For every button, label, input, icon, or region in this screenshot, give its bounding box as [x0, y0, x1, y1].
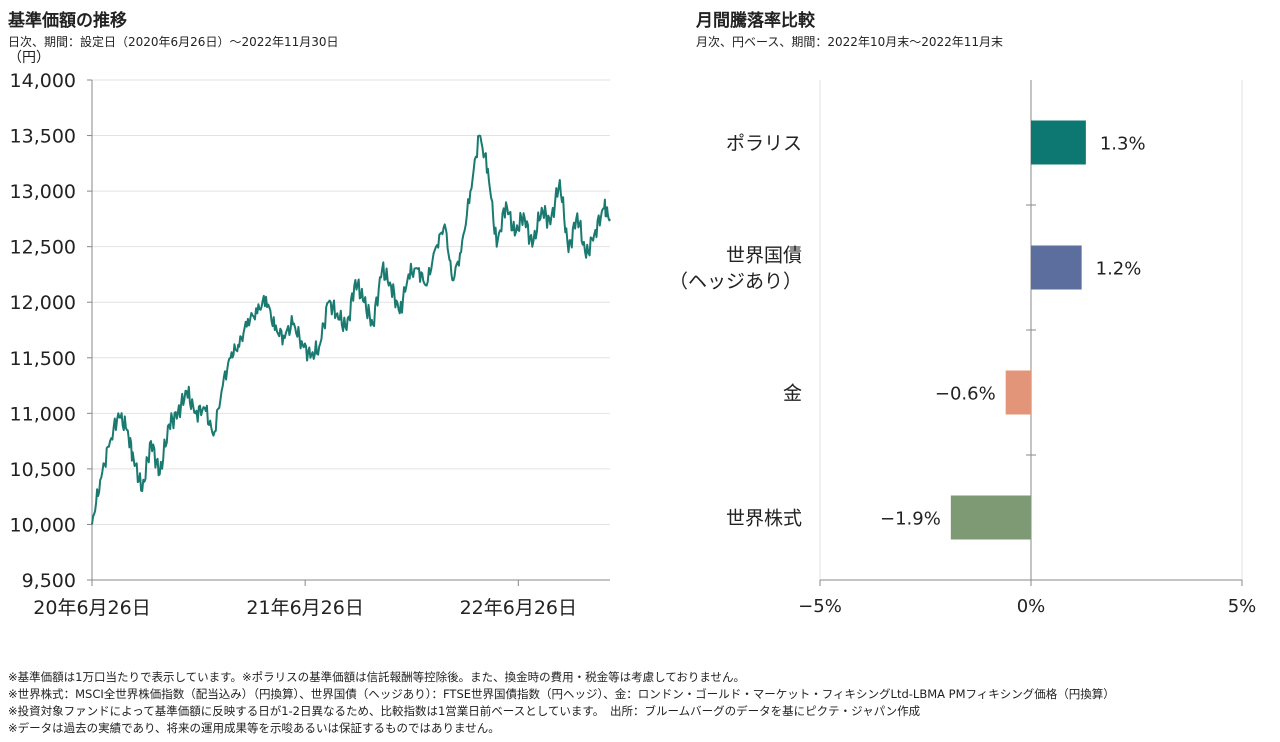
category-label: ポラリス	[726, 133, 802, 155]
right-chart-subtitle: 月次、円ベース、期間：2022年10月末〜2022年11月末	[696, 35, 1004, 49]
bar	[950, 495, 1031, 540]
y-tick-label: 11,500	[10, 348, 76, 370]
bar	[1031, 120, 1086, 165]
nav-line-chart: 9,500 10,000 10,500 11,000 11,500 12,000 12,50…	[10, 70, 611, 619]
left-chart-subtitle: 日次、期間：設定日（2020年6月26日）〜2022年11月30日	[8, 35, 339, 49]
bar	[1005, 370, 1031, 415]
category-label: （ヘッジあり）	[669, 271, 802, 293]
footnote: ※投資対象ファンドによって基準価額に反映する日が1-2日異なるため、比較指数は1…	[8, 704, 921, 718]
footnote: ※世界株式：MSCI全世界株価指数（配当込み）（円換算）、世界国債（ヘッジあり）…	[8, 687, 1115, 701]
category-label: 世界国債	[726, 245, 802, 267]
category-label: 金	[783, 383, 802, 405]
y-tick-label: 13,500	[10, 126, 76, 148]
right-chart-title: 月間騰落率比較	[696, 11, 815, 31]
y-tick-label: 10,000	[10, 514, 76, 536]
y-tick-label: 14,000	[10, 70, 76, 92]
y-tick-label: 13,000	[10, 181, 76, 203]
y-tick-label: 11,000	[10, 403, 76, 425]
monthly-return-bar-chart: −5% 0% 5% 1.3% ポラリス 1.2% 世界国債 （ヘッジあり） −0.6% 金 −1.9…	[669, 80, 1257, 617]
category-label: 世界株式	[726, 508, 802, 530]
bar-value-label: −1.9%	[880, 509, 941, 530]
y-tick-label: 10,500	[10, 459, 76, 481]
x-tick-label: −5%	[798, 596, 842, 617]
bar-value-label: −0.6%	[935, 384, 996, 405]
y-tick-label: 12,500	[10, 237, 76, 259]
bar	[1031, 245, 1082, 290]
x-tick-label: 20年6月26日	[33, 597, 150, 619]
footnote: ※基準価額は1万口当たりで表示しています。※ポラリスの基準価額は信託報酬等控除後…	[8, 670, 746, 684]
x-tick-label: 22年6月26日	[460, 597, 577, 619]
y-tick-label: 12,000	[10, 292, 76, 314]
footnote: ※データは過去の実績であり、将来の運用成果等を示唆あるいは保証するものではありま…	[8, 721, 500, 735]
left-chart-unit: （円）	[8, 50, 50, 66]
x-tick-label: 21年6月26日	[246, 597, 363, 619]
nav-series-line	[91, 134, 611, 525]
x-tick-label: 5%	[1228, 596, 1257, 617]
left-chart-title: 基準価額の推移	[8, 11, 127, 31]
bar-value-label: 1.2%	[1096, 259, 1142, 280]
footnotes: ※基準価額は1万口当たりで表示しています。※ポラリスの基準価額は信託報酬等控除後…	[8, 669, 1115, 737]
y-tick-label: 9,500	[22, 570, 76, 592]
x-tick-label: 0%	[1017, 596, 1046, 617]
bar-value-label: 1.3%	[1100, 134, 1146, 155]
